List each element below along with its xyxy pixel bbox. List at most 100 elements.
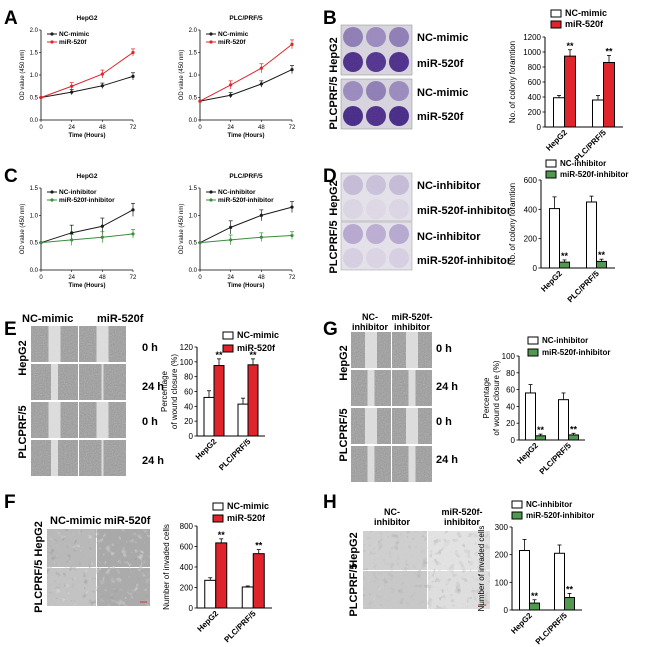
y-tick-label: 1000 [523,48,541,57]
y-axis-label-line: of wound closure (%) [170,354,179,429]
y-tick-label: 0.0 [189,268,198,274]
legend-label: NC-inhibitor [542,336,588,345]
data-point [290,42,294,47]
label-mir-520f-b1: miR-520f [417,58,464,70]
y-tick-label: 600 [524,176,538,185]
colony-plate-photo-d [340,172,413,271]
legend-label: NC-mimic [237,330,279,340]
series-line-0 [40,75,134,98]
wound-gap [101,364,104,400]
y-axis-label: OD value (450 nm) [179,204,185,255]
chart-title: PLC/PRF/5 [229,15,263,22]
x-tick-label: HepG2 [515,441,540,466]
panel-label-g: G [323,319,338,340]
y-tick-label: 200 [528,108,542,117]
y-axis-label-line: Percentage [482,377,491,418]
legend-label: NC-inhibitor [218,189,256,196]
x-tick-label: 48 [99,125,106,131]
legend-label: miR-520f-inhibitor [59,197,115,204]
data-point [131,232,135,236]
y-axis-label-line: Percentage [160,370,169,411]
legend-marker [50,40,54,44]
bar-control [241,586,254,609]
wound-photo-e [31,326,126,476]
legend-swatch [527,336,539,345]
chart-title: HepG2 [77,15,98,22]
y-tick-label: 200 [495,551,509,560]
wound-gap [96,402,109,438]
wound-gap [406,408,418,444]
x-tick-label: 24 [227,125,234,131]
x-tick-label: PLC/PRF/5 [534,611,570,647]
wound-gap [51,440,58,476]
x-tick-label: PLC/PRF/5 [217,437,253,473]
legend-label: miR-520f [237,343,276,353]
col-header-mir-inhibitor-h: miR-520f-inhibitor [441,507,482,527]
legend-marker [209,32,213,36]
y-axis-label: Number of invaded cells [162,524,171,610]
legend-marker [209,198,213,202]
y-axis-label: Percentageof wound closure (%) [482,360,501,435]
wound-gap [365,408,377,444]
significance-mark: ** [531,591,539,601]
x-tick-label: HepG2 [539,269,564,294]
legend-swatch [550,9,562,18]
label-mir-inhibitor-d1: miR-520f-inhibitor [417,205,512,217]
y-tick-label: 2.0 [189,28,198,34]
data-point [100,235,104,239]
x-tick-label: HepG2 [194,437,219,462]
y-tick-label: 0.0 [189,118,198,124]
y-tick-label: 20 [506,419,515,428]
y-tick-label: 60 [184,388,193,397]
y-tick-label: 0.5 [30,241,39,247]
wound-gap [365,332,377,368]
row-label-hepg2-h: HepG2 [348,532,360,567]
y-tick-label: 1.0 [30,213,39,219]
wound-gap [48,402,61,438]
bar-treatment [535,435,546,441]
bar-treatment [568,434,579,441]
bar-treatment [215,542,228,609]
bar-treatment [603,62,615,128]
y-tick-label: 0.0 [30,118,39,124]
x-tick-label: 48 [258,275,265,281]
wound-photo-g [351,332,432,482]
data-point [229,238,233,242]
bar-control [554,552,565,611]
y-axis-label: No. of colony foramtion [508,41,517,123]
time-label-0h-1: 0 h [142,342,158,354]
legend-swatch [212,502,224,511]
wound-gap [48,326,61,362]
legend-label: NC-mimic [59,31,90,38]
data-point [70,238,74,242]
y-tick-label: 200 [524,235,538,244]
y-tick-label: 300 [495,523,509,532]
y-tick-label: 120 [180,343,194,352]
wound-gap [367,446,375,482]
x-tick-label: PLC/PRF/5 [573,128,609,164]
significance-mark: ** [215,350,223,360]
y-tick-label: 40 [506,402,515,411]
data-point [131,50,135,55]
y-tick-label: 1.5 [30,51,39,57]
data-point [70,231,74,235]
x-tick-label: 24 [227,275,234,281]
legend-label: miR-520f-inhibitor [526,511,594,520]
data-point [259,213,263,217]
time-label-24h-1: 24 h [142,381,164,393]
time-label-g-0h-1: 0 h [436,343,452,355]
col-header-mir-520f-f: miR-520f [104,515,151,527]
y-tick-label: 0 [537,123,542,132]
series-line-1 [199,235,293,244]
x-tick-label: 24 [68,125,75,131]
bar-control [203,396,215,437]
significance-mark: ** [566,41,574,51]
invasion-photo-f [47,529,150,606]
bar-chart-h: 0 100 200 300 Number of invaded cells ** HepG2… [477,500,594,646]
legend-label: miR-520f-inhibitor [218,197,274,204]
y-axis-label: Number of invaded cells [477,526,486,612]
legend-label: miR-520f-inhibitor [542,348,610,357]
x-tick-label: 0 [39,125,43,131]
row-label-hepg2-d: HepG2 [328,180,340,215]
